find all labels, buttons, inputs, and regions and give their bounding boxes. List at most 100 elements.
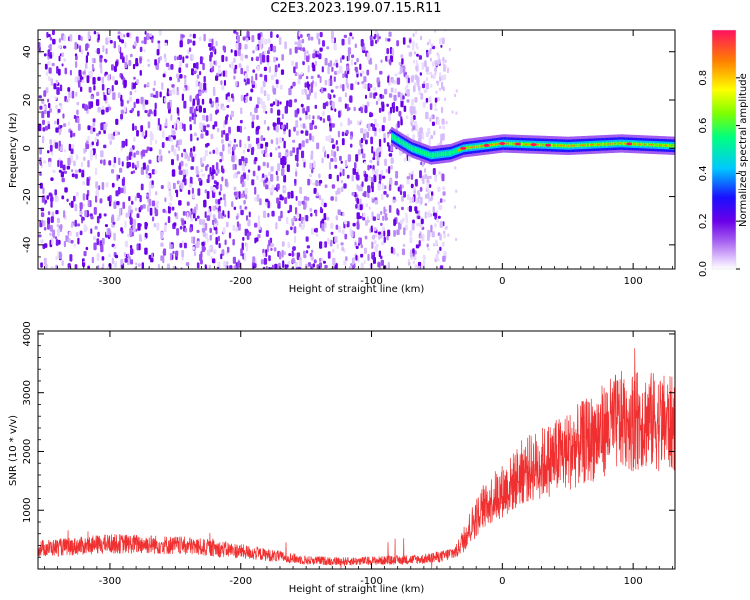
spectrogram-noise-cell bbox=[390, 145, 393, 152]
spectrogram-noise-cell bbox=[309, 207, 312, 212]
spectrogram-noise-cell bbox=[134, 196, 137, 202]
spectrogram-noise-cell bbox=[377, 231, 381, 235]
spectrogram-noise-cell bbox=[434, 97, 438, 103]
spectrogram-noise-cell bbox=[38, 234, 42, 238]
spectrogram-noise-cell bbox=[305, 250, 309, 254]
spectrogram-noise-cell bbox=[341, 138, 345, 146]
spectrogram-noise-cell bbox=[122, 201, 125, 209]
spectrogram-noise-cell bbox=[107, 88, 112, 94]
spectrogram-tone-cell bbox=[603, 142, 605, 146]
spectrogram-noise-cell bbox=[380, 259, 384, 266]
spectrogram-noise-cell bbox=[157, 43, 161, 50]
spectrogram-noise-cell bbox=[307, 262, 311, 267]
spectrogram-noise-cell bbox=[101, 256, 105, 261]
spectrogram-noise-cell bbox=[335, 224, 339, 230]
spectrogram-noise-cell bbox=[55, 239, 59, 246]
spectrogram-tone-cell bbox=[650, 144, 652, 146]
spectrogram-noise-cell bbox=[54, 236, 58, 240]
spectrogram-noise-cell bbox=[274, 263, 278, 269]
spectrogram-noise-cell bbox=[252, 256, 256, 264]
spectrogram-noise-cell bbox=[328, 78, 333, 86]
spectrogram-noise-cell bbox=[389, 60, 392, 66]
spectrogram-tone-cell bbox=[593, 143, 596, 147]
spectrogram-noise-cell bbox=[74, 169, 78, 174]
spectrogram-noise-cell bbox=[43, 90, 47, 97]
spectrogram-noise-cell bbox=[282, 260, 285, 268]
spectrogram-noise-cell bbox=[437, 97, 441, 102]
spectrogram-noise-cell bbox=[235, 42, 239, 51]
spectrogram-noise-cell bbox=[380, 211, 383, 215]
spectrogram-noise-cell bbox=[355, 154, 359, 162]
spectrogram-noise-cell bbox=[437, 250, 440, 255]
spectrogram-tone-cell bbox=[550, 143, 553, 147]
spectrogram-noise-cell bbox=[392, 107, 395, 113]
spectrogram-noise-cell bbox=[245, 230, 249, 234]
spectrogram-noise-cell bbox=[418, 240, 421, 247]
spectrogram-noise-cell bbox=[385, 37, 388, 42]
spectrogram-noise-cell bbox=[61, 195, 65, 200]
spectrogram-noise-cell bbox=[114, 80, 118, 85]
spectrogram-noise-cell bbox=[62, 113, 65, 119]
spectrogram-noise-cell bbox=[93, 58, 96, 64]
spectrogram-noise-cell bbox=[127, 253, 130, 258]
spectrogram-noise-cell bbox=[134, 167, 138, 171]
snr-x-tick-label: -300 bbox=[99, 576, 122, 587]
spectrogram-noise-cell bbox=[191, 68, 195, 76]
spectrogram-noise-cell bbox=[288, 253, 292, 257]
spectrogram-noise-cell bbox=[260, 259, 264, 265]
spectrogram-noise-cell bbox=[306, 106, 310, 113]
spectrogram-noise-cell bbox=[175, 250, 179, 257]
spectrogram-noise-cell bbox=[441, 81, 444, 90]
spectrogram-noise-cell bbox=[55, 210, 59, 215]
spectrogram-noise-cell bbox=[402, 243, 406, 247]
spectrogram-noise-cell bbox=[406, 88, 410, 97]
spectrogram-noise-cell bbox=[150, 184, 155, 189]
colorbar-gradient bbox=[712, 30, 736, 269]
spectrogram-noise-cell bbox=[349, 135, 353, 140]
spectrogram-noise-cell bbox=[257, 143, 261, 150]
spectrogram-noise-cell bbox=[215, 147, 219, 155]
spectrogram-noise-cell bbox=[383, 206, 386, 215]
spectrogram-noise-cell bbox=[74, 219, 77, 227]
spectrogram-noise-cell bbox=[118, 186, 121, 195]
spectrogram-noise-cell bbox=[233, 191, 237, 196]
spectrogram-tone-cell bbox=[542, 144, 545, 146]
spectrogram-tone-cell bbox=[448, 151, 451, 156]
spectrogram-noise-cell bbox=[367, 192, 370, 199]
spectrogram-noise-cell bbox=[44, 63, 48, 70]
spectrogram-noise-cell bbox=[244, 143, 247, 149]
spectrogram-tone-cell bbox=[443, 151, 446, 157]
spectrogram-noise-cell bbox=[350, 58, 353, 66]
spectrogram-noise-cell bbox=[186, 201, 190, 206]
spectrogram-noise-cell bbox=[140, 125, 144, 133]
spectrogram-noise-cell bbox=[233, 173, 237, 179]
spectrogram-noise-cell bbox=[195, 95, 199, 101]
spectrogram-noise-cell bbox=[63, 123, 67, 127]
spectrogram-noise-cell bbox=[87, 200, 90, 208]
spectrogram-noise-cell bbox=[318, 53, 322, 60]
spectrogram-noise-cell bbox=[345, 256, 348, 262]
spectrogram-noise-cell bbox=[324, 184, 328, 189]
spectrogram-noise-cell bbox=[202, 122, 205, 126]
spectrogram-noise-cell bbox=[112, 163, 116, 168]
spectrogram-noise-cell bbox=[190, 133, 193, 142]
spectrogram-noise-cell bbox=[310, 85, 313, 93]
spectrogram-noise-cell bbox=[188, 47, 192, 53]
spectrogram-noise-cell bbox=[336, 174, 339, 182]
spectrogram-noise-cell bbox=[132, 225, 136, 233]
spectrogram-noise-cell bbox=[414, 206, 418, 212]
spectrogram-noise-cell bbox=[105, 107, 109, 113]
spectrogram-noise-cell bbox=[255, 56, 260, 62]
spectrogram-noise-cell bbox=[223, 193, 226, 201]
spectrogram-noise-cell bbox=[124, 220, 127, 228]
spectrogram-noise-cell bbox=[129, 217, 133, 225]
spectrogram-noise-cell bbox=[132, 170, 136, 174]
spectrogram-noise-cell bbox=[372, 157, 376, 161]
spectrogram-noise-cell bbox=[189, 151, 193, 157]
spectrogram-noise-cell bbox=[104, 71, 108, 75]
spectrogram-tone-cell bbox=[507, 142, 510, 145]
spectrogram-noise-cell bbox=[388, 185, 392, 191]
spectrogram-noise-cell bbox=[347, 154, 351, 162]
spectrogram-tone-cell bbox=[537, 144, 540, 146]
spectrogram-noise-cell bbox=[62, 164, 66, 171]
